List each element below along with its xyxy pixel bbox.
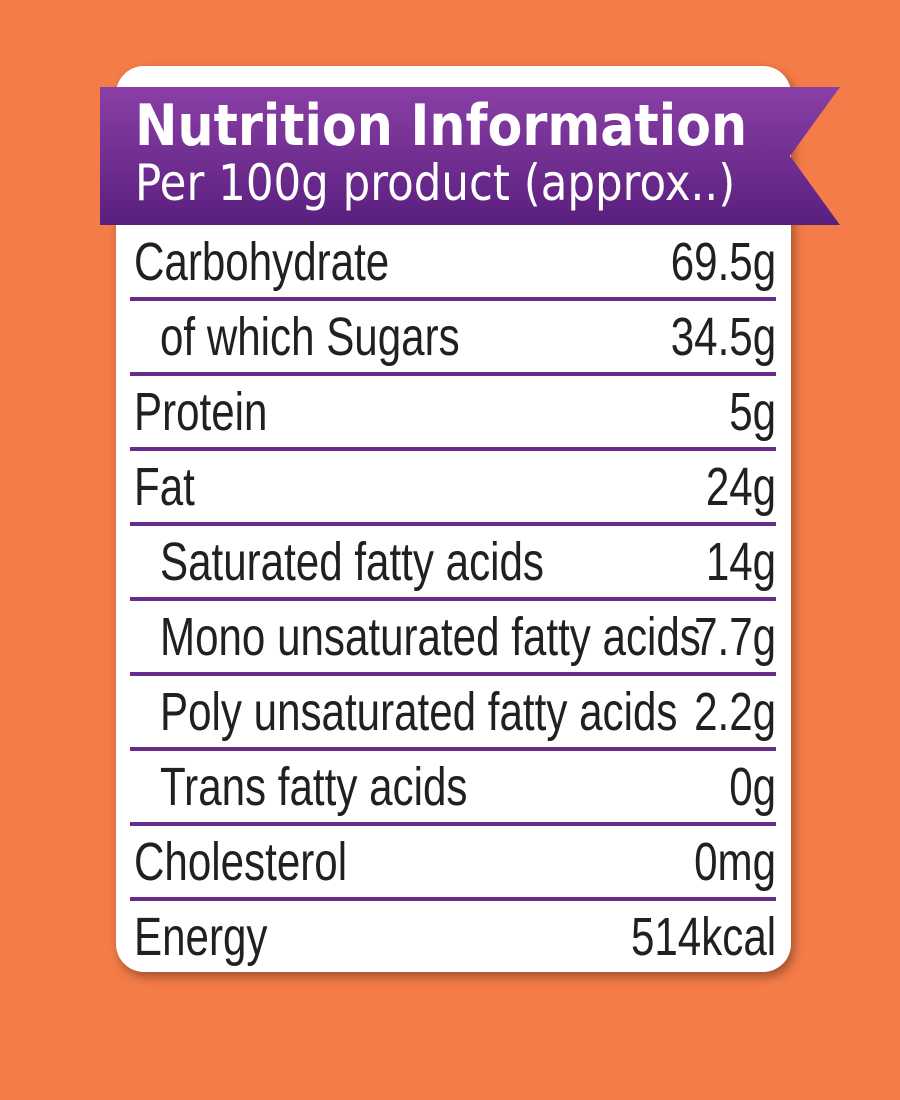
nutrient-value: 69.5g bbox=[670, 232, 776, 292]
nutrient-value: 24g bbox=[705, 457, 776, 517]
nutrition-title: Nutrition Information bbox=[135, 93, 748, 159]
nutrient-row-fat: Fat 24g bbox=[130, 451, 776, 526]
per-100g-subtitle: Per 100g product (approx..) bbox=[135, 154, 736, 212]
nutrition-table: Carbohydrate 69.5g of which Sugars 34.5g… bbox=[130, 226, 776, 972]
nutrient-row-protein: Protein 5g bbox=[130, 376, 776, 451]
nutrient-value: 7.7g bbox=[694, 607, 776, 667]
banner-ribbon-shape bbox=[100, 87, 840, 225]
nutrient-label: Carbohydrate bbox=[134, 232, 390, 292]
nutrient-label: Trans fatty acids bbox=[160, 757, 468, 817]
nutrient-row-cholesterol: Cholesterol 0mg bbox=[130, 826, 776, 901]
nutrient-row-energy: Energy 514kcal bbox=[130, 901, 776, 972]
nutrient-value: 0mg bbox=[694, 832, 776, 892]
nutrient-label: Cholesterol bbox=[134, 832, 348, 892]
nutrient-value: 2.2g bbox=[694, 682, 776, 742]
nutrient-label: Saturated fatty acids bbox=[160, 532, 544, 592]
nutrient-label: Energy bbox=[134, 907, 268, 967]
nutrient-row-sugars: of which Sugars 34.5g bbox=[130, 301, 776, 376]
nutrient-label: Protein bbox=[134, 382, 268, 442]
nutrient-value: 14g bbox=[705, 532, 776, 592]
nutrient-row-saturated: Saturated fatty acids 14g bbox=[130, 526, 776, 601]
nutrient-row-carbohydrate: Carbohydrate 69.5g bbox=[130, 226, 776, 301]
nutrient-value: 34.5g bbox=[670, 307, 776, 367]
nutrient-row-poly-unsaturated: Poly unsaturated fatty acids 2.2g bbox=[130, 676, 776, 751]
nutrient-row-trans: Trans fatty acids 0g bbox=[130, 751, 776, 826]
nutrient-label: of which Sugars bbox=[160, 307, 460, 367]
nutrient-value: 5g bbox=[729, 382, 776, 442]
nutrient-label: Fat bbox=[134, 457, 195, 517]
header-banner: Nutrition Information Per 100g product (… bbox=[100, 87, 840, 225]
nutrient-label: Poly unsaturated fatty acids bbox=[160, 682, 678, 742]
nutrient-row-mono-unsaturated: Mono unsaturated fatty acids 7.7g bbox=[130, 601, 776, 676]
nutrient-label: Mono unsaturated fatty acids bbox=[160, 607, 701, 667]
nutrient-value: 514kcal bbox=[630, 907, 776, 967]
nutrient-value: 0g bbox=[729, 757, 776, 817]
